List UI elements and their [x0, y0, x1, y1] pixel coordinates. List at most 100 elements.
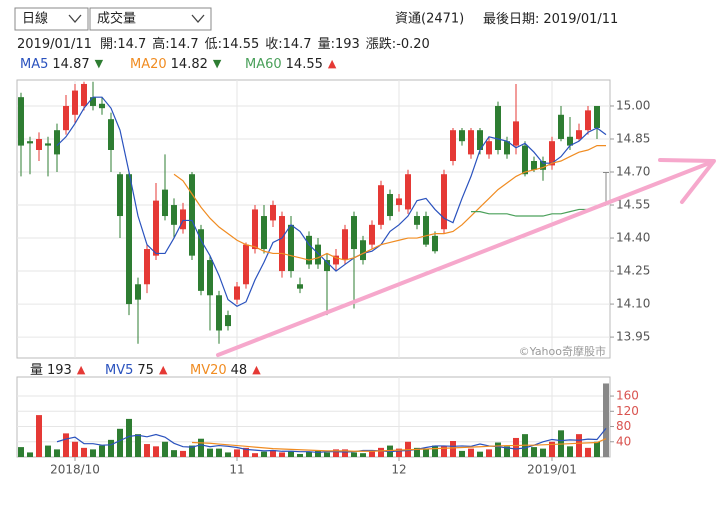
- volume-bar: [243, 447, 249, 457]
- select-text[interactable]: 日線: [22, 11, 48, 27]
- quote-label: 量:: [318, 37, 335, 52]
- ma-line: [191, 438, 607, 452]
- candle-body: [360, 240, 366, 261]
- volume-bar: [540, 448, 546, 457]
- candle-body: [90, 97, 96, 106]
- legend-value: 48: [231, 363, 248, 378]
- trend-arrow: [216, 158, 716, 357]
- legend-value: 14.87: [52, 57, 89, 72]
- legend-value: 75: [137, 363, 154, 378]
- select-box[interactable]: [14, 7, 89, 31]
- candle-body: [36, 138, 42, 150]
- volume-bar: [576, 434, 582, 457]
- candle-body: [180, 209, 186, 230]
- candle-body: [162, 189, 168, 217]
- volume-bar: [459, 450, 465, 457]
- candle-body: [135, 284, 141, 300]
- volume-bar: [99, 445, 105, 457]
- candle-body: [441, 174, 447, 230]
- y-tick-label: 120: [616, 404, 639, 418]
- volume-bar: [126, 418, 132, 457]
- select-caret: [191, 14, 205, 23]
- period-select[interactable]: 日線: [14, 7, 89, 31]
- volume-bar: [36, 415, 42, 457]
- volume-bar: [441, 446, 447, 457]
- volume-bar: [477, 451, 483, 457]
- volume-bar: [306, 451, 312, 457]
- legend-value: 14.82: [171, 57, 208, 72]
- volume-bar: [567, 446, 573, 457]
- volume-bar: [603, 383, 609, 457]
- volume-bar: [270, 450, 276, 457]
- y-tick-label: 14.10: [616, 297, 650, 311]
- volume-bar: [135, 434, 141, 457]
- candle-body: [252, 209, 258, 250]
- candle-body: [594, 105, 600, 128]
- candle-body: [315, 244, 321, 265]
- volume-bar: [504, 446, 510, 457]
- arrow-shaft: [216, 160, 714, 357]
- candle-body: [27, 141, 33, 144]
- quote-value: -0.20: [396, 37, 430, 52]
- volume-bar: [72, 441, 78, 457]
- last-date: 最後日期: 2019/01/11: [483, 12, 618, 27]
- legend-name: MA20: [130, 57, 167, 72]
- volume-frame: [16, 376, 611, 458]
- y-tick-label: 14.55: [616, 198, 650, 212]
- volume-bar: [45, 445, 51, 457]
- candle-body: [324, 260, 330, 272]
- x-tick-label: 2019/01: [527, 463, 577, 477]
- legend-trend: ▼: [95, 57, 104, 70]
- last-date-value: 2019/01/11: [543, 12, 618, 27]
- volume-bar: [234, 449, 240, 457]
- quote-label: 低:: [205, 37, 222, 52]
- volume-bar: [117, 428, 123, 457]
- quote-label: 收:: [265, 37, 282, 52]
- candle-body: [396, 198, 402, 206]
- candle-body: [531, 161, 537, 170]
- candle-body: [513, 121, 519, 146]
- y-tick-label: 160: [616, 389, 639, 403]
- volume-bar: [180, 450, 186, 457]
- quote-value: 14.7: [117, 37, 146, 52]
- y-tick-label: 40: [616, 434, 631, 448]
- volume-bar: [423, 449, 429, 457]
- candle-body: [198, 229, 204, 291]
- quote-value: 14.55: [222, 37, 259, 52]
- candle-body: [54, 130, 60, 155]
- ma-line: [173, 144, 606, 261]
- y-tick-label: 14.70: [616, 165, 650, 179]
- indicator-select[interactable]: 成交量: [89, 7, 212, 31]
- volume-bar: [108, 439, 114, 457]
- volume-bar: [432, 445, 438, 457]
- y-tick-label: 15.00: [616, 98, 650, 112]
- arrow-head: [658, 158, 716, 204]
- volume-bar: [315, 450, 321, 457]
- candle-body: [144, 249, 150, 285]
- candle-body: [72, 90, 78, 115]
- volume-bar: [585, 447, 591, 457]
- ma-line: [56, 428, 607, 454]
- legend-trend: ▲: [159, 363, 168, 376]
- legend-trend: ▲: [77, 363, 86, 376]
- select-text[interactable]: 成交量: [97, 11, 136, 27]
- candles: [18, 81, 609, 344]
- volume-bar: [27, 452, 33, 457]
- volume-bar: [279, 452, 285, 457]
- legend-value: 14.55: [286, 57, 323, 72]
- volume-bar: [549, 441, 555, 457]
- y-tick-label: 14.25: [616, 264, 650, 278]
- volume-bar: [450, 441, 456, 457]
- y-tick-label: 14.85: [616, 131, 650, 145]
- candle-body: [108, 119, 114, 150]
- y-tick-label: 14.40: [616, 231, 650, 245]
- volume-bar: [144, 444, 150, 457]
- volume-legend: 量 193 ▲ MV5 75 ▲ MV20 48 ▲: [30, 363, 261, 378]
- candle-body: [234, 286, 240, 300]
- candle-body: [153, 200, 159, 256]
- candle-body: [207, 260, 213, 296]
- volume-bar: [153, 446, 159, 457]
- select-box[interactable]: [89, 7, 212, 31]
- volume-bar: [198, 438, 204, 457]
